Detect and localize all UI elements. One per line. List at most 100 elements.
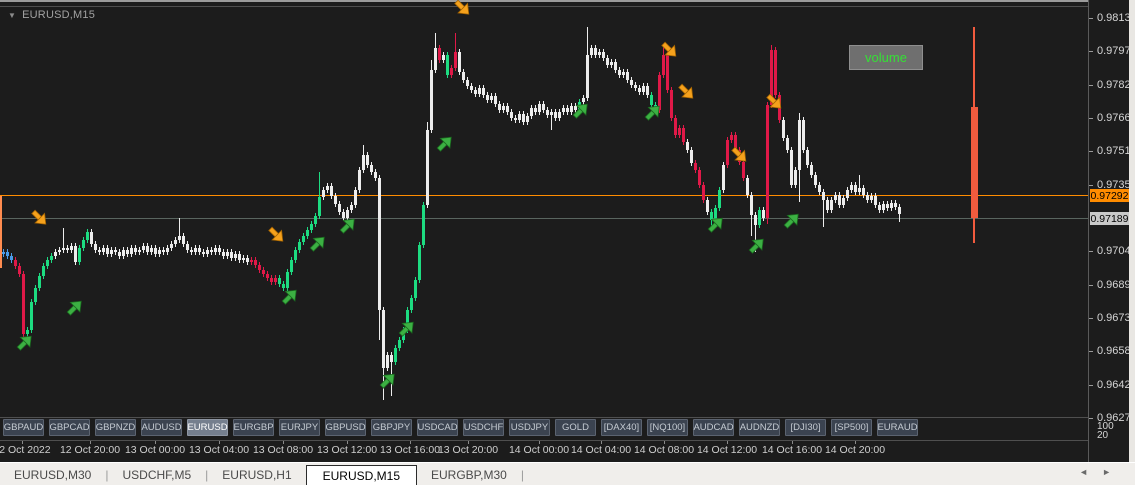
chart-tab-eurgbp-m30[interactable]: EURGBP,M30 [431, 467, 507, 482]
candle-body [586, 55, 589, 98]
candle-body [638, 88, 641, 92]
tab-scroll-right-icon[interactable]: ► [1102, 467, 1125, 477]
symbol-button-usdcad[interactable]: USDCAD [417, 419, 458, 436]
candle-body [302, 236, 305, 242]
candle-body [34, 288, 37, 302]
candle-body [270, 278, 273, 282]
symbol-button-eurusd[interactable]: EURUSD [187, 419, 228, 436]
chart-title[interactable]: ▼ EURUSD,M15 [8, 9, 95, 21]
candle-body [878, 205, 881, 210]
candle-body [874, 196, 877, 205]
subwindow-separator-bottom[interactable] [0, 440, 1088, 441]
candle-body [466, 80, 469, 86]
volume-indicator-label: volume [865, 50, 907, 65]
candle-body [18, 266, 21, 274]
subwindow-separator-top[interactable] [0, 417, 1088, 418]
candle-body [782, 120, 785, 138]
time-axis-label: 12 Oct 20:00 [59, 444, 121, 456]
candle-wick [551, 109, 552, 130]
candle-body [758, 210, 761, 225]
chart-tab-eurusd-h1[interactable]: EURUSD,H1 [222, 467, 292, 482]
candle-body [230, 252, 233, 258]
candle-body [594, 48, 597, 55]
symbol-button-nq100[interactable]: [NQ100] [647, 419, 688, 436]
candle-body [510, 112, 513, 118]
candle-body [254, 260, 257, 265]
time-axis-tick [155, 441, 156, 444]
buy-signal-arrow-icon [639, 98, 667, 126]
current-bar-body [971, 107, 978, 218]
candle-body [690, 150, 693, 163]
candle-body [766, 105, 769, 218]
sell-signal-arrow-icon [761, 88, 789, 116]
tab-scroll-left-icon[interactable]: ◄ [1079, 467, 1103, 477]
chart-tab-usdchf-m5[interactable]: USDCHF,M5 [122, 467, 192, 482]
window-top-border [0, 0, 1135, 2]
symbol-button-euraud[interactable]: EURAUD [877, 419, 918, 436]
candle-body [530, 108, 533, 116]
candle-body [458, 52, 461, 72]
candle-body [570, 106, 573, 112]
candle-wick [391, 352, 392, 396]
candle-body [186, 244, 189, 250]
symbol-button-audusd[interactable]: AUDUSD [141, 419, 182, 436]
candle-body [722, 165, 725, 190]
buy-signal-arrow-icon [778, 206, 806, 234]
candle-body [74, 246, 77, 262]
candle-body [582, 98, 585, 102]
candle-body [358, 170, 361, 190]
candle-body [698, 170, 701, 185]
candle-body [390, 355, 393, 362]
candle-body [810, 165, 813, 175]
candle-body [506, 106, 509, 112]
symbol-button-gbpjpy[interactable]: GBPJPY [371, 419, 412, 436]
chart-plot-area[interactable] [0, 0, 1088, 417]
candle-body [598, 52, 601, 55]
candle-body [58, 250, 61, 252]
time-axis-label: 14 Oct 16:00 [761, 444, 823, 456]
candle-body [202, 252, 205, 254]
candle-wick [319, 172, 320, 219]
symbol-button-usdchf[interactable]: USDCHF [463, 419, 504, 436]
candle-body [670, 90, 673, 118]
symbol-button-dji30[interactable]: [DJI30] [785, 419, 826, 436]
candle-body [770, 50, 773, 105]
candle-body [142, 246, 145, 250]
candle-body [674, 118, 677, 135]
symbol-button-gold[interactable]: GOLD [555, 419, 596, 436]
chart-tab-eurusd-m30[interactable]: EURUSD,M30 [14, 467, 92, 482]
chart-title-dropdown-icon[interactable]: ▼ [8, 11, 17, 20]
candle-body [246, 258, 249, 262]
symbol-button-gbpnzd[interactable]: GBPNZD [95, 419, 136, 436]
price-axis[interactable]: 0.98130 0.97975 0.97820 0.97665 0.97510 0.973… [1089, 0, 1135, 462]
candle-body [462, 72, 465, 80]
ask-price-badge: 0.97292 [1090, 189, 1129, 202]
candle-body [538, 104, 541, 112]
symbol-button-sp500[interactable]: [SP500] [831, 419, 872, 436]
candle-body [630, 80, 633, 85]
symbol-button-eurgbp[interactable]: EURGBP [233, 419, 274, 436]
symbol-button-audnzd[interactable]: AUDNZD [739, 419, 780, 436]
symbol-button-audcad[interactable]: AUDCAD [693, 419, 734, 436]
candle-body [478, 88, 481, 94]
candle-body [706, 200, 709, 212]
candle-body [298, 242, 301, 250]
time-axis-label: 13 Oct 00:00 [124, 444, 186, 456]
candle-body [378, 178, 381, 310]
symbol-button-gbpcad[interactable]: GBPCAD [49, 419, 90, 436]
symbol-button-gbpaud[interactable]: GBPAUD [3, 419, 44, 436]
symbol-button-dax40[interactable]: [DAX40] [601, 419, 642, 436]
candle-body [730, 135, 733, 140]
buy-signal-arrow-icon [431, 129, 459, 157]
candle-body [78, 248, 81, 262]
symbol-button-eurjpy[interactable]: EURJPY [279, 419, 320, 436]
chart-tab-eurusd-m15[interactable]: EURUSD,M15 [305, 464, 417, 485]
candle-wick [63, 228, 64, 253]
symbol-button-gbpusd[interactable]: GBPUSD [325, 419, 366, 436]
time-axis-label: 13 Oct 08:00 [252, 444, 314, 456]
price-axis-divider [1088, 0, 1089, 462]
candle-body [382, 310, 385, 368]
buy-signal-arrow-icon [567, 96, 595, 124]
symbol-button-usdjpy[interactable]: USDJPY [509, 419, 550, 436]
